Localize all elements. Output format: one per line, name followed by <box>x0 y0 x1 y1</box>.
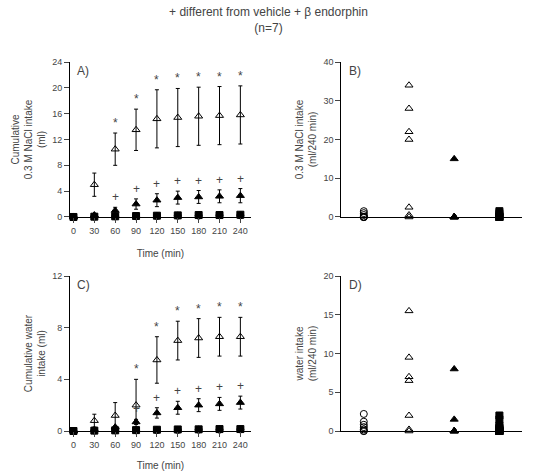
svg-text:+: + <box>112 190 119 204</box>
svg-text:240: 240 <box>233 440 248 450</box>
svg-text:180: 180 <box>191 440 206 450</box>
svg-text:+: + <box>216 173 223 187</box>
svg-text:*: * <box>217 300 222 314</box>
svg-text:0: 0 <box>328 212 333 222</box>
svg-text:+: + <box>133 402 140 416</box>
svg-text:+: + <box>237 379 244 393</box>
svg-text:90: 90 <box>131 440 141 450</box>
svg-text:*: * <box>154 320 159 334</box>
svg-text:20: 20 <box>52 83 62 93</box>
svg-text:210: 210 <box>212 226 227 236</box>
svg-text:0: 0 <box>57 426 62 436</box>
svg-text:*: * <box>238 69 243 83</box>
svg-text:*: * <box>134 362 139 376</box>
svg-text:A): A) <box>77 64 89 78</box>
svg-text:10: 10 <box>323 349 333 359</box>
svg-text:12: 12 <box>52 271 62 281</box>
svg-text:+: + <box>216 380 223 394</box>
svg-text:*: * <box>217 70 222 84</box>
svg-text:16: 16 <box>52 109 62 119</box>
svg-text:10: 10 <box>323 173 333 183</box>
svg-text:C): C) <box>77 278 90 292</box>
svg-text:30: 30 <box>89 226 99 236</box>
svg-text:150: 150 <box>170 440 185 450</box>
svg-text:water intake(ml/240 min): water intake(ml/240 min) <box>294 326 318 382</box>
svg-text:0: 0 <box>71 226 76 236</box>
svg-text:+: + <box>174 384 181 398</box>
svg-text:0.3 M NaCl intake(ml/240 min): 0.3 M NaCl intake(ml/240 min) <box>294 99 318 179</box>
svg-text:*: * <box>238 300 243 314</box>
svg-text:8: 8 <box>57 160 62 170</box>
svg-text:20: 20 <box>323 271 333 281</box>
svg-text:*: * <box>113 116 118 130</box>
svg-text:30: 30 <box>89 440 99 450</box>
svg-text:240: 240 <box>233 226 248 236</box>
svg-text:+: + <box>153 391 160 405</box>
svg-text:15: 15 <box>323 310 333 320</box>
svg-text:0: 0 <box>328 426 333 436</box>
svg-text:60: 60 <box>110 226 120 236</box>
svg-text:0: 0 <box>71 440 76 450</box>
svg-text:60: 60 <box>110 440 120 450</box>
svg-text:180: 180 <box>191 226 206 236</box>
svg-text:Cumulative waterintake (ml): Cumulative waterintake (ml) <box>23 314 47 392</box>
svg-text:*: * <box>154 73 159 87</box>
svg-text:+: + <box>237 172 244 186</box>
svg-text:Time (min): Time (min) <box>137 460 184 471</box>
svg-text:Cumulative0.3 M NaCl intake(ml: Cumulative0.3 M NaCl intake(ml) <box>10 99 47 179</box>
svg-text:120: 120 <box>149 440 164 450</box>
svg-text:5: 5 <box>328 387 333 397</box>
svg-text:D): D) <box>349 278 362 292</box>
svg-text:90: 90 <box>131 226 141 236</box>
svg-text:B): B) <box>349 64 361 78</box>
svg-text:+: + <box>153 177 160 191</box>
svg-text:+: + <box>133 182 140 196</box>
svg-text:120: 120 <box>149 226 164 236</box>
svg-text:4: 4 <box>57 186 62 196</box>
svg-text:20: 20 <box>323 135 333 145</box>
svg-text:0: 0 <box>57 212 62 222</box>
svg-text:40: 40 <box>323 57 333 67</box>
svg-text:*: * <box>196 70 201 84</box>
svg-text:*: * <box>134 92 139 106</box>
svg-text:4: 4 <box>57 374 62 384</box>
svg-text:12: 12 <box>52 135 62 145</box>
svg-text:+ different from vehicle + β e: + different from vehicle + β endorphin(n… <box>169 5 368 35</box>
svg-text:24: 24 <box>52 57 62 67</box>
svg-text:+: + <box>174 174 181 188</box>
svg-text:150: 150 <box>170 226 185 236</box>
svg-text:30: 30 <box>323 96 333 106</box>
svg-text:*: * <box>175 304 180 318</box>
svg-text:Time (min): Time (min) <box>137 248 184 259</box>
svg-text:+: + <box>195 382 202 396</box>
svg-text:*: * <box>196 302 201 316</box>
svg-text:*: * <box>175 71 180 85</box>
svg-text:210: 210 <box>212 440 227 450</box>
svg-text:+: + <box>195 174 202 188</box>
svg-text:8: 8 <box>57 323 62 333</box>
